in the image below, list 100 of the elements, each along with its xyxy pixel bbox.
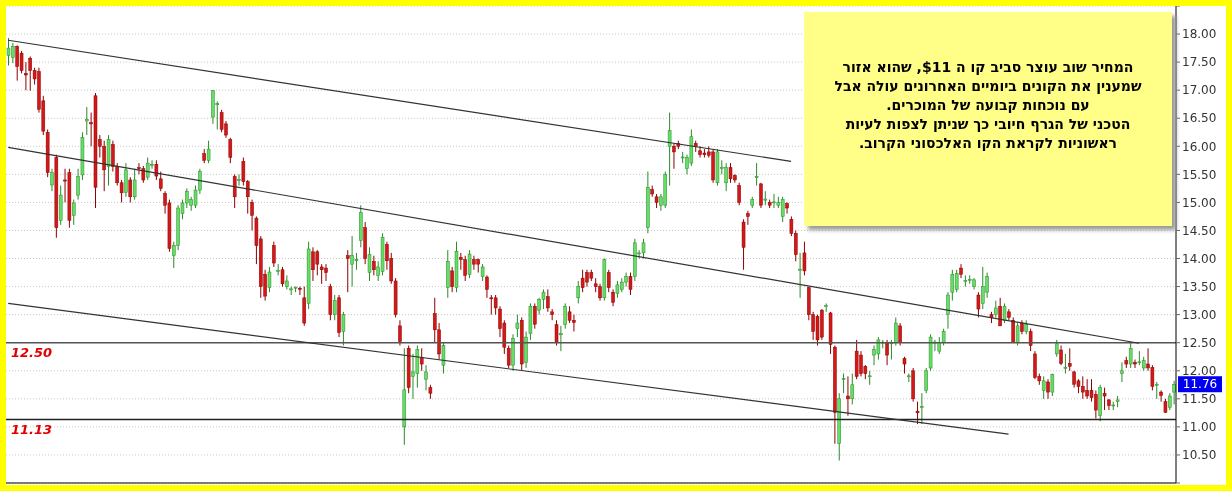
- candlestick: [559, 325, 563, 352]
- candlestick: [785, 201, 789, 215]
- candlestick: [71, 199, 76, 226]
- candlestick: [6, 37, 11, 66]
- candlestick: [237, 173, 241, 187]
- ref-line-label: 12.50: [11, 344, 53, 360]
- annotation: המחיר שוב עוצר סביב קו ה $11, שהוא אזור שמענין את הקונים ביומיים האחרונים עולה אבל עם נוכחות קבועה של המוכרים. הטכני של הגרף חיובי כך שניתן לצפות לעיות ראשוניות לקראת הקו האלכסוני הקרוב.: [834, 58, 1142, 153]
- candlestick: [780, 196, 785, 223]
- ref-line-label: 11.13: [11, 421, 53, 437]
- candlestick: [1120, 361, 1124, 383]
- candlestick: [450, 266, 454, 293]
- y-tick-label: 13.50: [1182, 279, 1217, 294]
- candlestick: [311, 246, 315, 282]
- candlestick: [424, 364, 428, 391]
- candlestick: [515, 314, 520, 338]
- candlestick: [554, 319, 559, 347]
- candlestick: [267, 266, 272, 293]
- y-tick-label: 10.50: [1182, 448, 1217, 463]
- candlestick: [206, 140, 211, 164]
- candlestick: [533, 302, 537, 330]
- note-box: המחיר שוב עוצר סביב קו ה $11, שהוא אזור שמענין את הקונים ביומיים האחרונים עולה אבל עם נוכחות קבועה של המוכרים. הטכני של הגרף חיובי כך שניתן לצפות לעיות ראשוניות לקראת הקו האלכסוני הקרוב.: [804, 12, 1172, 226]
- candlestick: [754, 162, 759, 187]
- candlestick: [1133, 359, 1137, 369]
- candlestick: [441, 342, 446, 375]
- y-tick-label: 17.50: [1182, 55, 1217, 70]
- candlestick: [728, 162, 733, 184]
- candlestick: [624, 272, 628, 288]
- candlestick: [1128, 342, 1133, 369]
- candlestick: [280, 266, 285, 288]
- candlestick: [272, 241, 276, 268]
- candlestick: [1063, 353, 1068, 375]
- candlestick: [976, 291, 981, 318]
- candlestick: [759, 182, 763, 209]
- y-tick-label: 16.50: [1182, 111, 1217, 126]
- candlestick: [228, 137, 233, 164]
- y-tick-label: 11.50: [1182, 392, 1217, 407]
- candlestick: [472, 255, 476, 271]
- y-tick-label: 17.00: [1182, 83, 1217, 98]
- candlestick: [885, 339, 889, 366]
- candlestick: [563, 302, 567, 330]
- y-tick-label: 14.00: [1182, 251, 1217, 266]
- candlestick: [346, 249, 350, 293]
- candlestick: [1041, 375, 1046, 400]
- candlestick: [128, 176, 133, 203]
- candlestick: [672, 142, 676, 170]
- candlestick: [667, 112, 672, 187]
- candlestick: [954, 269, 959, 293]
- annotation: 11.76: [1182, 377, 1218, 392]
- candlestick: [846, 375, 850, 417]
- candlestick: [1046, 378, 1050, 400]
- y-tick-label: 15.50: [1182, 167, 1217, 182]
- candlestick: [324, 263, 328, 282]
- y-tick-label: 14.50: [1182, 223, 1217, 238]
- candlestick: [920, 392, 924, 425]
- y-tick-label: 15.00: [1182, 195, 1217, 210]
- y-tick-label: 16.00: [1182, 139, 1217, 154]
- candlestick: [298, 286, 302, 296]
- candlestick: [398, 319, 402, 347]
- candlestick: [341, 311, 346, 347]
- y-tick-label: 13.00: [1182, 307, 1217, 322]
- candlestick: [332, 294, 337, 321]
- candlestick: [124, 162, 128, 198]
- candlestick: [319, 263, 324, 285]
- candlestick: [467, 249, 472, 279]
- candlestick: [737, 182, 741, 206]
- y-tick-label: 11.00: [1182, 420, 1217, 435]
- candlestick: [1068, 347, 1072, 372]
- candlestick: [724, 162, 728, 192]
- candlestick: [641, 238, 646, 260]
- candlestick: [606, 269, 611, 293]
- candlestick: [506, 345, 511, 369]
- candlestick: [102, 140, 106, 192]
- candlestick: [841, 373, 846, 394]
- candlestick: [576, 280, 581, 304]
- candlestick: [802, 241, 807, 276]
- candlestick: [367, 246, 372, 282]
- candlestick: [50, 168, 54, 192]
- y-tick-label: 18.00: [1182, 27, 1217, 42]
- candlestick: [315, 249, 320, 276]
- candlestick: [411, 353, 415, 400]
- candlestick: [915, 401, 920, 425]
- candlestick: [1059, 345, 1063, 366]
- candlestick: [85, 106, 89, 136]
- candlestick: [419, 347, 424, 372]
- candlestick: [485, 274, 489, 299]
- candlestick: [546, 288, 550, 313]
- candlestick: [1011, 316, 1015, 344]
- candlestick: [285, 274, 289, 290]
- candlestick: [1015, 322, 1020, 347]
- candlestick: [898, 322, 902, 347]
- candlestick: [998, 297, 1002, 327]
- y-tick-label: 12.50: [1182, 335, 1217, 350]
- candlestick: [628, 272, 633, 296]
- candlestick: [372, 255, 376, 276]
- candlestick: [1172, 380, 1176, 405]
- candlestick: [132, 168, 137, 201]
- candlestick: [1033, 350, 1037, 380]
- candlestick: [580, 269, 585, 293]
- candlestick: [850, 373, 855, 405]
- candlestick: [1102, 387, 1107, 411]
